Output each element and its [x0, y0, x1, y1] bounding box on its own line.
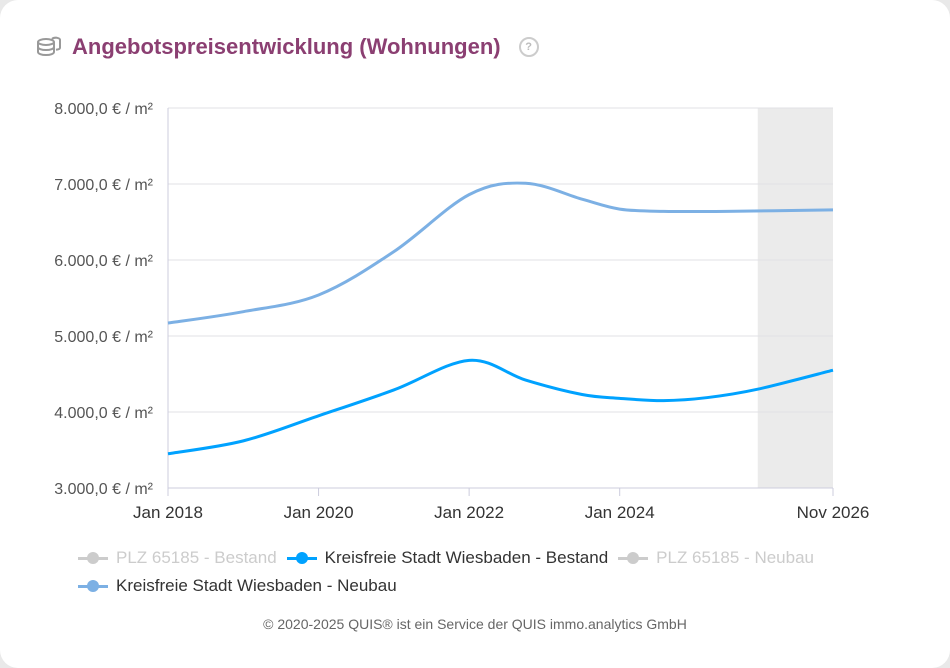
- copyright-footer: © 2020-2025 QUIS® ist ein Service der QU…: [263, 616, 687, 632]
- y-tick-label: 7.000,0 € / m²: [54, 177, 153, 194]
- x-tick-label: Jan 2022: [434, 503, 504, 522]
- chart-title: Angebotspreisentwicklung (Wohnungen): [72, 34, 501, 59]
- legend-item[interactable]: Kreisfreie Stadt Wiesbaden - Neubau: [78, 572, 397, 600]
- x-tick-label: Jan 2024: [585, 503, 655, 522]
- legend-item[interactable]: PLZ 65185 - Bestand: [78, 544, 277, 572]
- legend-label: PLZ 65185 - Neubau: [656, 548, 814, 567]
- y-tick-label: 6.000,0 € / m²: [54, 253, 153, 270]
- series-line: [167, 358, 834, 456]
- y-tick-label: 3.000,0 € / m²: [54, 481, 153, 498]
- legend-marker-icon: [286, 552, 317, 564]
- legend-marker-icon: [78, 580, 108, 592]
- line-chart: 3.000,0 € / m² 4.000,0 € / m² 5.000,0 € / …: [54, 101, 870, 522]
- legend-item[interactable]: PLZ 65185 - Neubau: [618, 544, 814, 572]
- chart-header: Angebotspreisentwicklung (Wohnungen) ?: [36, 34, 539, 60]
- x-tick-label: Jan 2018: [133, 503, 203, 522]
- legend: PLZ 65185 - Bestand Kreisfreie Stadt Wies…: [78, 544, 898, 600]
- coins-icon: [37, 36, 61, 57]
- question-circle-icon[interactable]: ?: [518, 37, 539, 57]
- y-tick-label: 5.000,0 € / m²: [54, 329, 153, 346]
- x-tick-label: Jan 2020: [284, 503, 354, 522]
- x-tick-label: Nov 2026: [797, 503, 870, 522]
- series-line: [167, 181, 834, 325]
- legend-label: Kreisfreie Stadt Wiesbaden - Bestand: [324, 548, 609, 567]
- legend-marker-icon: [78, 552, 108, 564]
- legend-label: PLZ 65185 - Bestand: [116, 548, 277, 567]
- legend-marker-icon: [618, 552, 649, 564]
- legend-item[interactable]: Kreisfreie Stadt Wiesbaden - Bestand: [286, 544, 609, 572]
- forecast-shaded-region: [757, 108, 833, 488]
- legend-label: Kreisfreie Stadt Wiesbaden - Neubau: [116, 576, 397, 595]
- y-tick-label: 4.000,0 € / m²: [54, 405, 153, 422]
- y-tick-label: 8.000,0 € / m²: [54, 101, 153, 118]
